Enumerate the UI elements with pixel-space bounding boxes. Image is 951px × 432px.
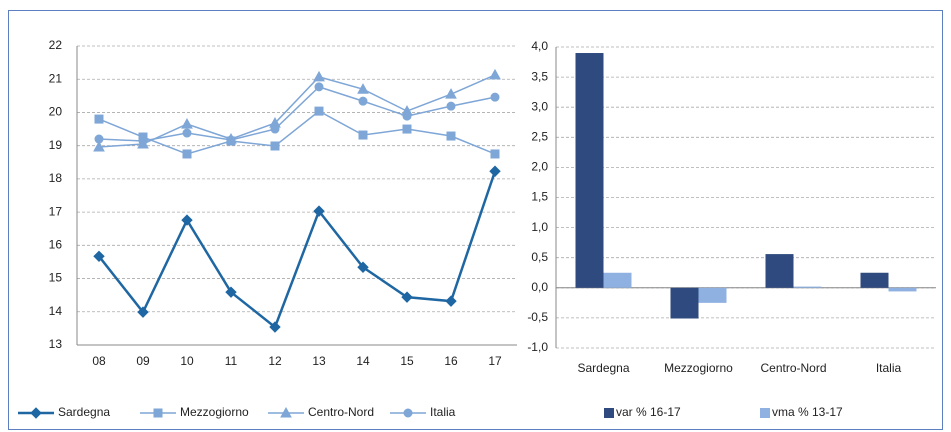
marker — [402, 111, 412, 121]
y-tick-label: 1,5 — [531, 190, 548, 204]
marker — [313, 205, 325, 217]
marker — [226, 135, 236, 145]
legend-label: Sardegna — [58, 405, 110, 419]
x-tick-label: 14 — [356, 354, 370, 368]
y-tick-label: 0,0 — [531, 280, 548, 294]
frame — [8, 10, 943, 430]
y-tick-label: 15 — [49, 271, 63, 285]
y-tick-label: 18 — [49, 171, 63, 185]
marker — [225, 286, 237, 298]
y-tick-label: 1,0 — [531, 220, 548, 234]
line — [98, 110, 496, 155]
legend-label: Centro-Nord — [308, 405, 374, 419]
marker — [153, 408, 163, 418]
line — [98, 86, 496, 142]
marker — [446, 101, 456, 111]
x-tick-label: Sardegna — [577, 361, 629, 375]
marker — [182, 128, 192, 138]
marker — [313, 70, 325, 82]
x-tick-label: 15 — [400, 354, 414, 368]
marker — [181, 214, 193, 226]
x-tick-label: Italia — [876, 361, 902, 375]
y-tick-label: 22 — [49, 38, 63, 52]
legend-swatch — [604, 408, 614, 418]
y-tick-label: -0,5 — [527, 310, 548, 324]
marker — [314, 82, 324, 92]
y-tick-label: 2,0 — [531, 160, 548, 174]
legend-label: var % 16-17 — [616, 405, 681, 419]
y-tick-label: 21 — [49, 71, 63, 85]
marker — [403, 408, 413, 418]
bar — [860, 272, 889, 288]
marker — [357, 83, 369, 94]
marker — [490, 92, 500, 102]
x-tick-label: 08 — [92, 354, 106, 368]
y-tick-label: 20 — [49, 105, 63, 119]
y-tick-label: 13 — [49, 337, 63, 351]
marker — [93, 250, 105, 263]
bar — [888, 287, 917, 292]
marker — [402, 124, 412, 134]
marker — [270, 141, 280, 151]
bar — [765, 254, 794, 288]
y-tick-label: 3,0 — [531, 99, 548, 113]
legend-label: Mezzogiorno — [180, 405, 249, 419]
line — [98, 170, 497, 330]
marker — [314, 106, 324, 116]
marker — [445, 88, 457, 99]
y-tick-label: 3,5 — [531, 69, 548, 83]
marker — [401, 291, 413, 303]
x-tick-label: 13 — [312, 354, 326, 368]
marker — [138, 136, 148, 146]
x-tick-label: Mezzogiorno — [664, 361, 733, 375]
marker — [30, 407, 42, 419]
marker — [489, 68, 501, 80]
legend-label: Italia — [430, 405, 456, 419]
y-tick-label: 17 — [49, 204, 63, 218]
y-tick-label: 0,5 — [531, 250, 548, 264]
y-tick-label: 19 — [49, 138, 63, 152]
y-tick-label: 14 — [49, 304, 63, 318]
x-tick-label: 09 — [136, 354, 150, 368]
x-tick-label: Centro-Nord — [760, 361, 826, 375]
legend-swatch — [760, 408, 770, 418]
marker — [94, 114, 104, 124]
x-tick-label: 17 — [488, 354, 502, 368]
y-tick-label: 4,0 — [531, 39, 548, 53]
marker — [94, 134, 104, 144]
marker — [182, 149, 192, 159]
marker — [270, 124, 280, 134]
bar — [603, 272, 632, 288]
marker — [489, 165, 501, 177]
marker — [446, 131, 456, 141]
bar — [698, 287, 727, 303]
bar — [793, 286, 822, 288]
y-tick-label: 2,5 — [531, 129, 548, 143]
marker — [357, 261, 369, 273]
line — [98, 74, 496, 148]
x-tick-label: 16 — [444, 354, 458, 368]
x-tick-label: 11 — [225, 354, 238, 368]
marker — [93, 140, 105, 152]
x-tick-label: 10 — [180, 354, 194, 368]
marker — [358, 130, 368, 140]
bar — [575, 53, 604, 288]
y-tick-label: 16 — [49, 238, 63, 252]
marker — [280, 406, 292, 418]
marker — [445, 295, 457, 307]
legend-label: vma % 13-17 — [772, 405, 843, 419]
marker — [358, 96, 368, 106]
x-tick-label: 12 — [268, 354, 282, 368]
marker — [181, 118, 193, 129]
marker — [137, 306, 149, 318]
y-tick-label: -1,0 — [527, 340, 548, 354]
bar — [670, 287, 699, 319]
marker — [490, 149, 500, 159]
marker — [269, 321, 281, 333]
